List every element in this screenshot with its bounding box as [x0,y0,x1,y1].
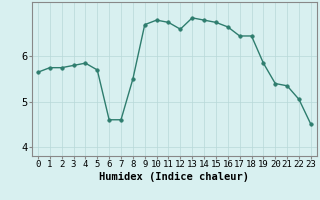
X-axis label: Humidex (Indice chaleur): Humidex (Indice chaleur) [100,172,249,182]
